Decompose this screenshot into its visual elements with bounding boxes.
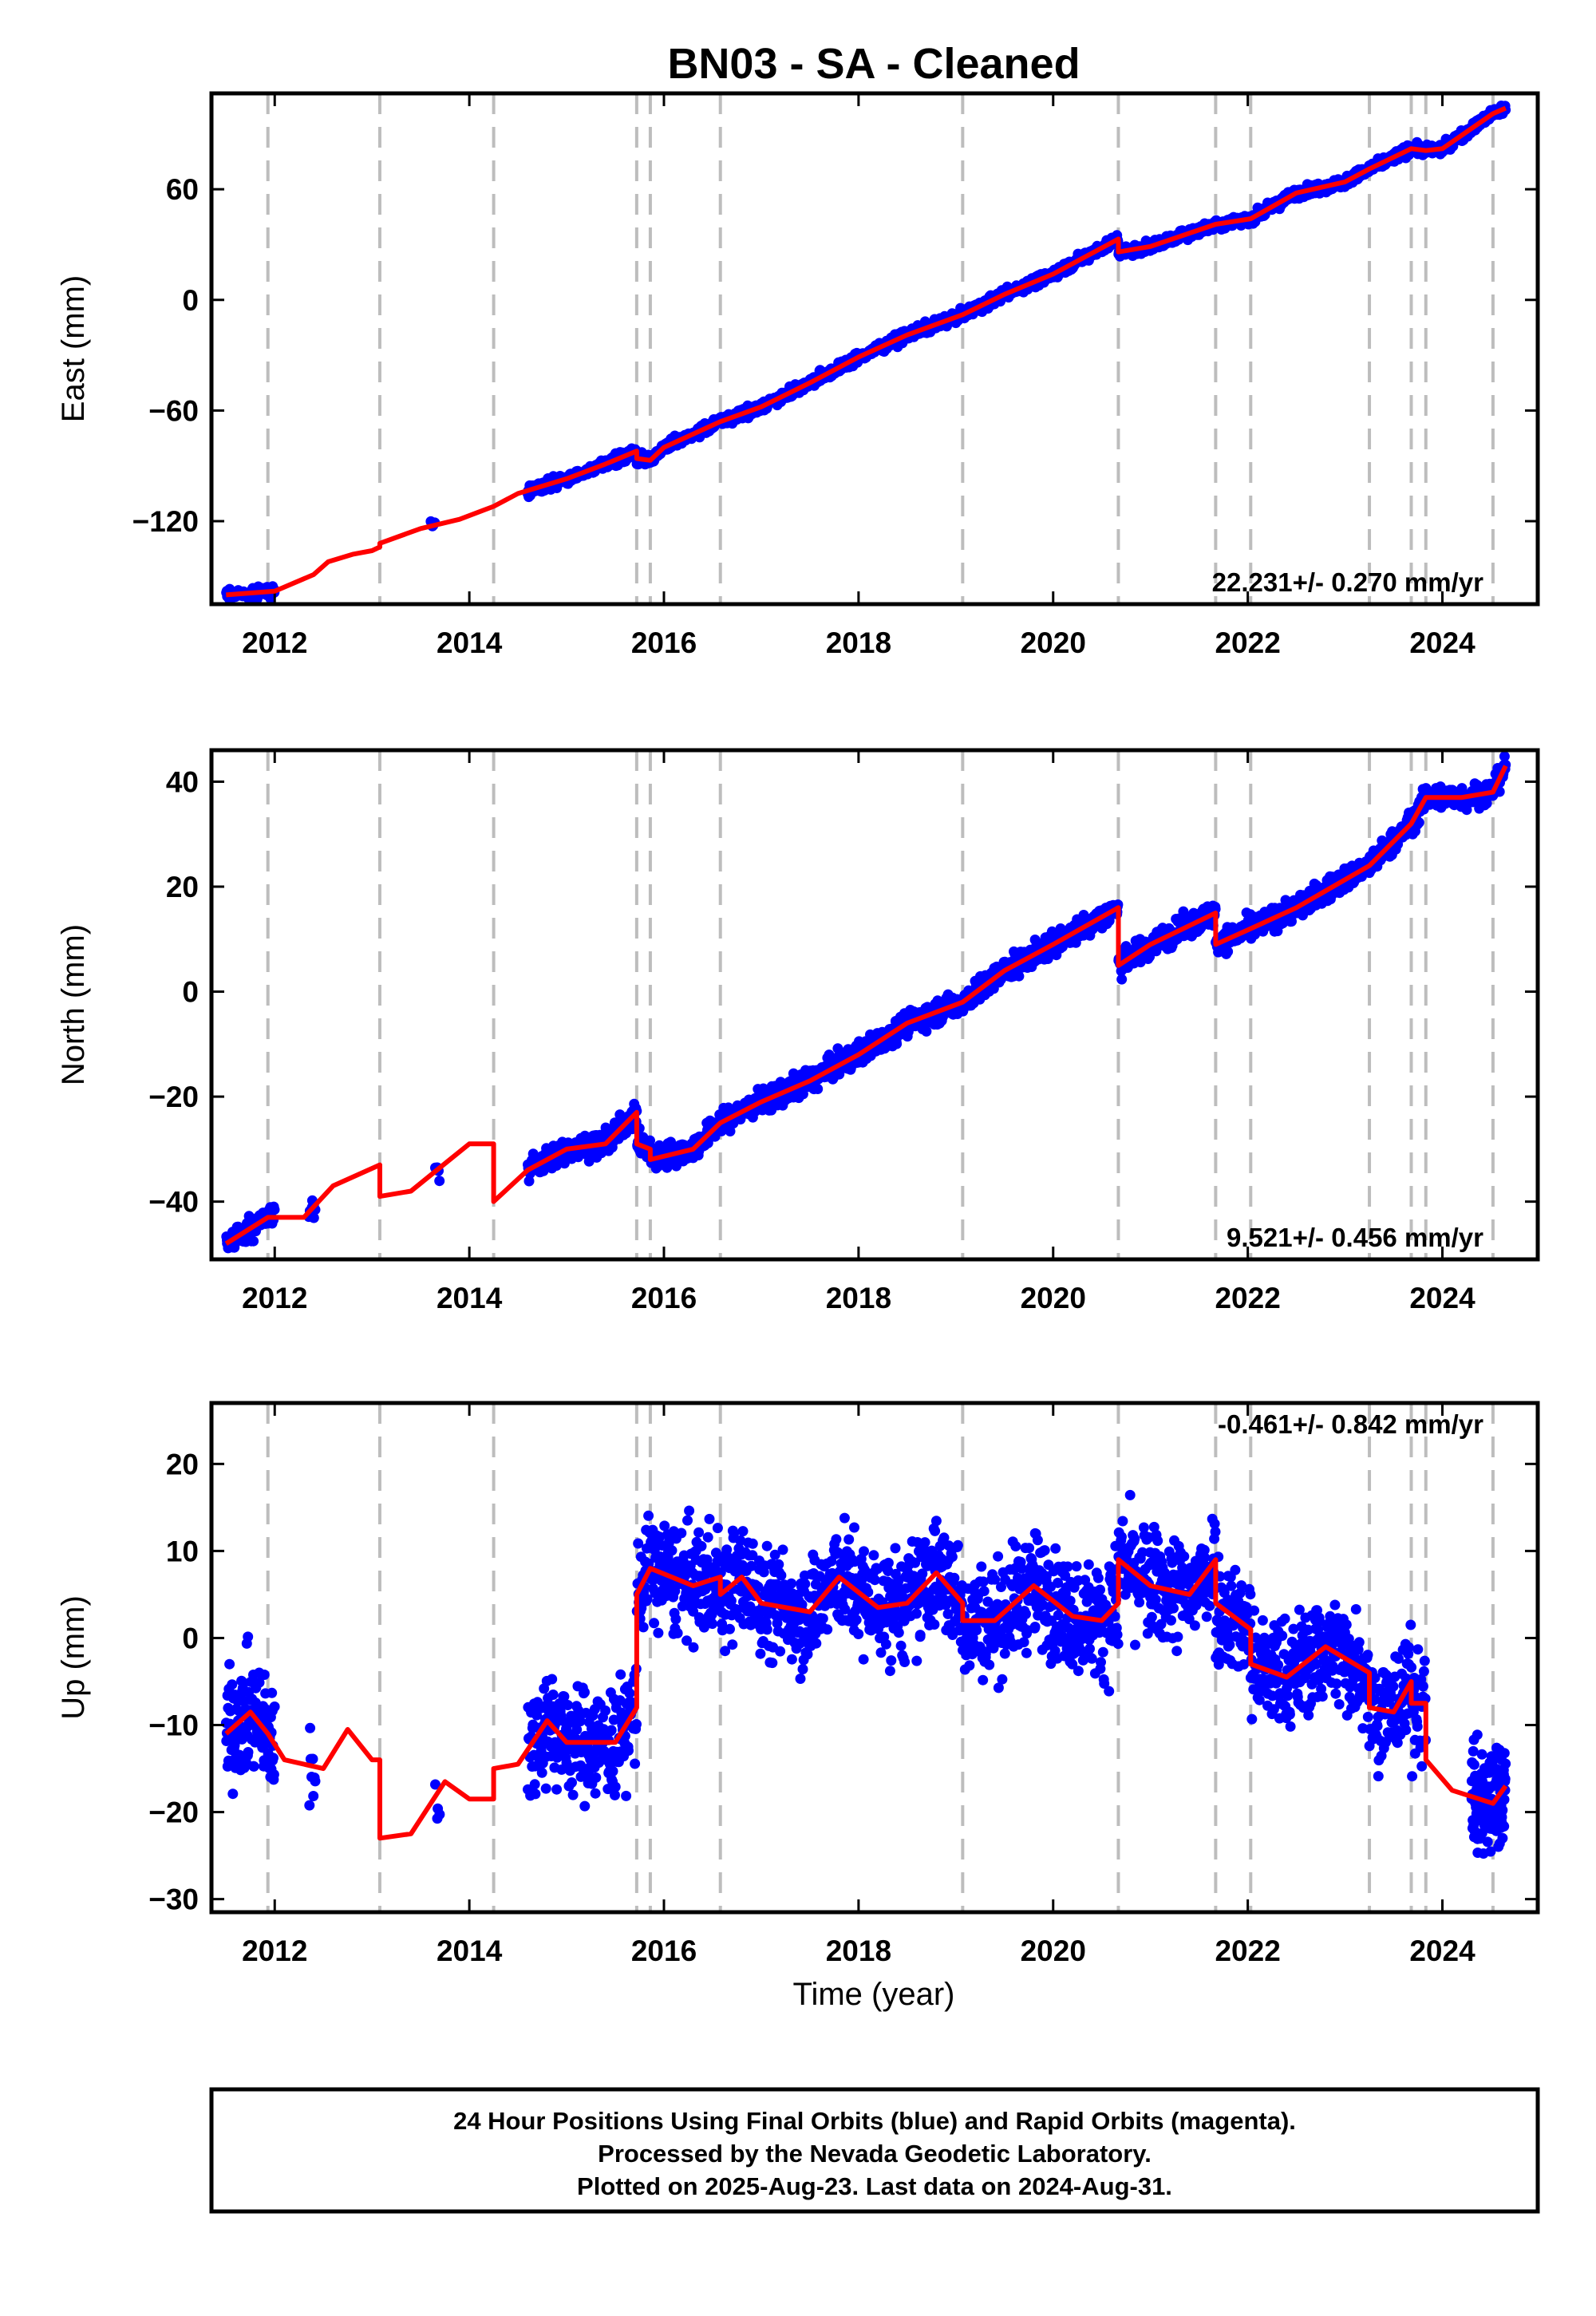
north-x-tick-label: 2014 xyxy=(437,1282,503,1314)
north-x-tick-label: 2012 xyxy=(242,1282,307,1314)
north-y-tick-label: −20 xyxy=(148,1081,199,1113)
north-data-point xyxy=(1223,946,1234,957)
east-y-tick-label: −60 xyxy=(148,394,199,427)
north-data-point xyxy=(269,1204,280,1215)
east-x-tick-label: 2020 xyxy=(1021,626,1086,659)
east-rate-label: 22.231+/- 0.270 mm/yr xyxy=(1212,567,1483,597)
north-y-tick-label: 20 xyxy=(166,871,199,903)
north-x-tick-label: 2020 xyxy=(1021,1282,1086,1314)
east-x-tick-label: 2014 xyxy=(437,626,503,659)
north-data-point xyxy=(1116,974,1128,985)
north-model-line xyxy=(224,765,1508,1246)
east-x-tick-label: 2012 xyxy=(242,626,307,659)
north-rate-label: 9.521+/- 0.456 mm/yr xyxy=(1227,1223,1483,1252)
east-y-tick-label: 0 xyxy=(182,284,199,317)
east-panel: 2012 2014 2016 2018 2020 2022 2024 −120 −60 0 60 E… xyxy=(56,91,1540,659)
north-y-tick-label: −40 xyxy=(148,1186,199,1219)
up-data-point xyxy=(224,1658,235,1670)
up-panel: 2012 2014 2016 2018 2020 2022 2024−30−20−10010… xyxy=(56,1401,1540,1967)
east-y-tick-label: 60 xyxy=(166,173,199,206)
north-points xyxy=(221,751,1511,1254)
north-x-tick-label: 2016 xyxy=(631,1282,697,1314)
north-y-tick-label: 40 xyxy=(166,765,199,798)
east-axis-label: East (mm) xyxy=(56,275,91,422)
north-x-tick-label: 2024 xyxy=(1409,1282,1476,1314)
north-x-tick-label: 2018 xyxy=(826,1282,891,1314)
up-data-point xyxy=(227,1788,239,1800)
east-y-tick-label: −120 xyxy=(132,505,199,538)
north-x-tick-label: 2022 xyxy=(1215,1282,1280,1314)
north-data-point xyxy=(645,1135,655,1146)
north-frame xyxy=(209,748,1540,1262)
north-axis-label: North (mm) xyxy=(56,924,91,1085)
up-data-point xyxy=(227,1679,238,1690)
chart-title: BN03 - SA - Cleaned xyxy=(667,40,1080,88)
east-x-tick-label: 2018 xyxy=(826,626,891,659)
north-data-point xyxy=(812,1084,824,1094)
east-x-tick-label: 2024 xyxy=(1409,626,1476,659)
up-data-point xyxy=(243,1747,254,1757)
north-data-point xyxy=(921,1026,932,1037)
north-steps xyxy=(266,750,1495,1259)
up-data-point xyxy=(243,1631,254,1642)
north-data-point xyxy=(434,1176,445,1187)
east-steps xyxy=(266,93,1495,604)
north-data-point xyxy=(248,1235,259,1247)
east-x-tick-label: 2016 xyxy=(631,626,697,659)
east-x-tick-label: 2022 xyxy=(1215,626,1280,659)
north-y-tick-label: 0 xyxy=(182,976,199,1009)
up-points xyxy=(220,1489,1511,1859)
north-panel: 2012 2014 2016 2018 2020 2022 2024−40−2002040 … xyxy=(56,748,1540,1314)
